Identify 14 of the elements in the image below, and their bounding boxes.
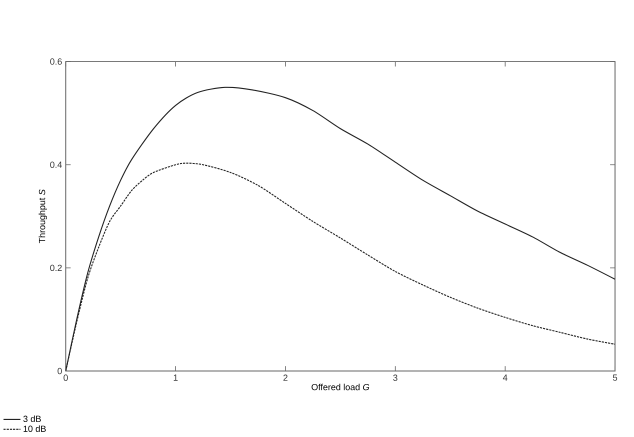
legend-label: 3 dB [23, 415, 41, 422]
y-axis-title: Throughput S [38, 189, 47, 243]
y-tick-label: 0.6 [50, 58, 62, 65]
x-tick-label: 3 [393, 374, 398, 381]
x-axis-title: Offered load G [312, 384, 370, 390]
y-tick-label: 0 [58, 368, 62, 374]
x-tick-label: 2 [283, 374, 288, 381]
x-tick-label: 5 [612, 374, 618, 381]
y-tick-label: 0.2 [50, 264, 62, 271]
x-tick-label: 4 [502, 374, 508, 381]
x-tick-label: 1 [174, 374, 178, 381]
legend-label: 10 dB [24, 425, 46, 432]
x-tick-label: 0 [64, 374, 68, 381]
y-tick-label: 0.4 [50, 161, 62, 168]
